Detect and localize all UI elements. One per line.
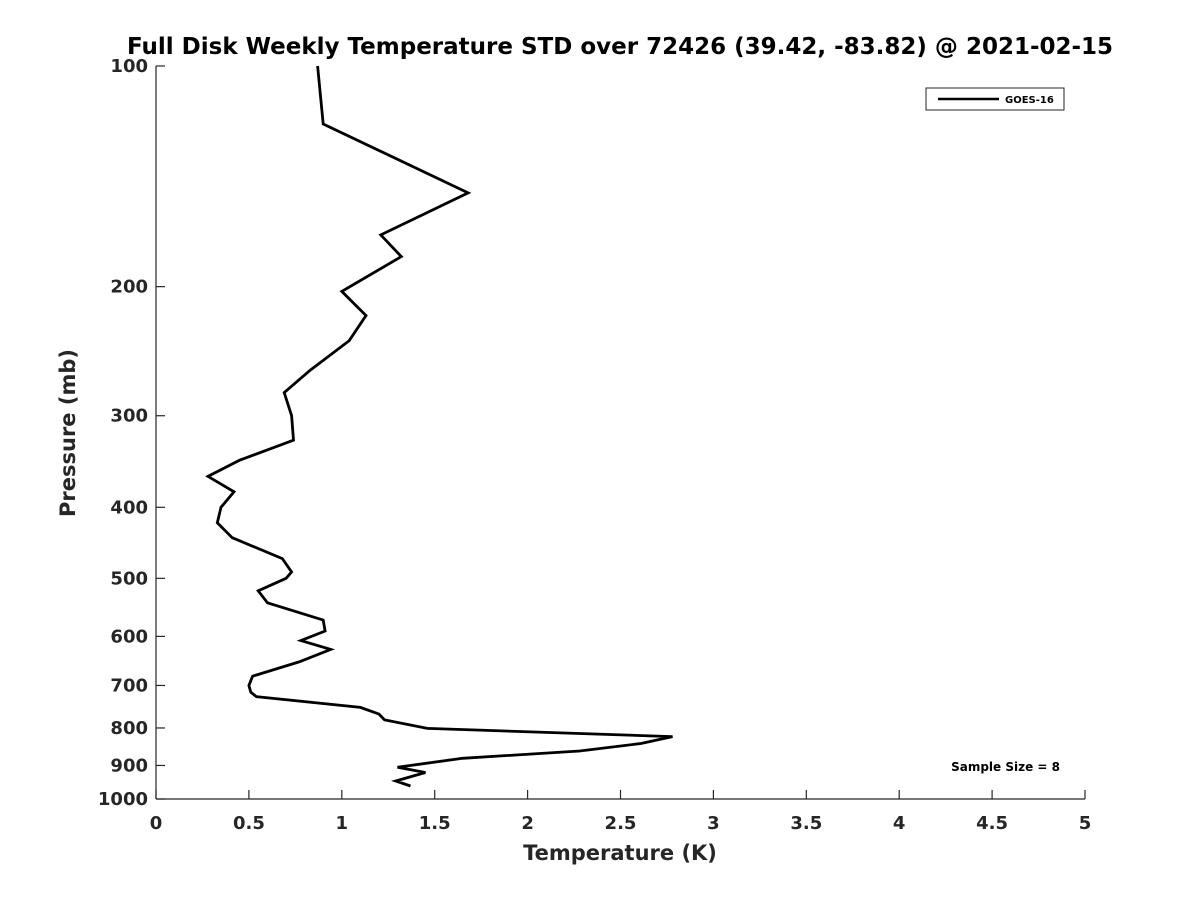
x-ticks: 0 0.5 1 1.5 2 2.5 3 3.5 4 4.5 5	[150, 790, 1092, 834]
x-tick-label: 3.5	[790, 813, 822, 834]
y-tick-label: 200	[110, 277, 148, 298]
y-tick-label: 500	[110, 568, 148, 589]
x-tick-label: 1.5	[419, 813, 451, 834]
y-tick-label: 700	[110, 675, 148, 696]
x-tick-label: 2.5	[605, 813, 637, 834]
x-tick-label: 4	[893, 813, 906, 834]
y-ticks: 100 200 300 400 500 600 700 800 900 1000	[98, 56, 165, 810]
x-tick-label: 1	[336, 813, 349, 834]
y-tick-label: 300	[110, 406, 148, 427]
x-tick-label: 0	[150, 813, 163, 834]
y-tick-label: 100	[110, 56, 148, 77]
x-tick-label: 2	[521, 813, 534, 834]
legend-entry-goes-16: GOES-16	[1005, 95, 1054, 106]
y-tick-label: 400	[110, 497, 148, 518]
x-tick-label: 3	[707, 813, 720, 834]
y-tick-label: 1000	[98, 789, 148, 810]
series-layer	[205, 65, 673, 788]
x-tick-label: 5	[1079, 813, 1092, 834]
y-tick-label: 600	[110, 626, 148, 647]
y-tick-label: 800	[110, 718, 148, 739]
series-line-goes-16	[205, 65, 673, 788]
y-tick-label: 900	[110, 755, 148, 776]
legend: GOES-16	[925, 87, 1065, 111]
chart-title: Full Disk Weekly Temperature STD over 72…	[127, 34, 1113, 60]
x-axis-label: Temperature (K)	[523, 841, 717, 865]
y-axis-label: Pressure (mb)	[56, 349, 80, 517]
sample-size-annotation: Sample Size = 8	[951, 760, 1060, 774]
x-tick-label: 4.5	[976, 813, 1008, 834]
x-tick-label: 0.5	[233, 813, 265, 834]
